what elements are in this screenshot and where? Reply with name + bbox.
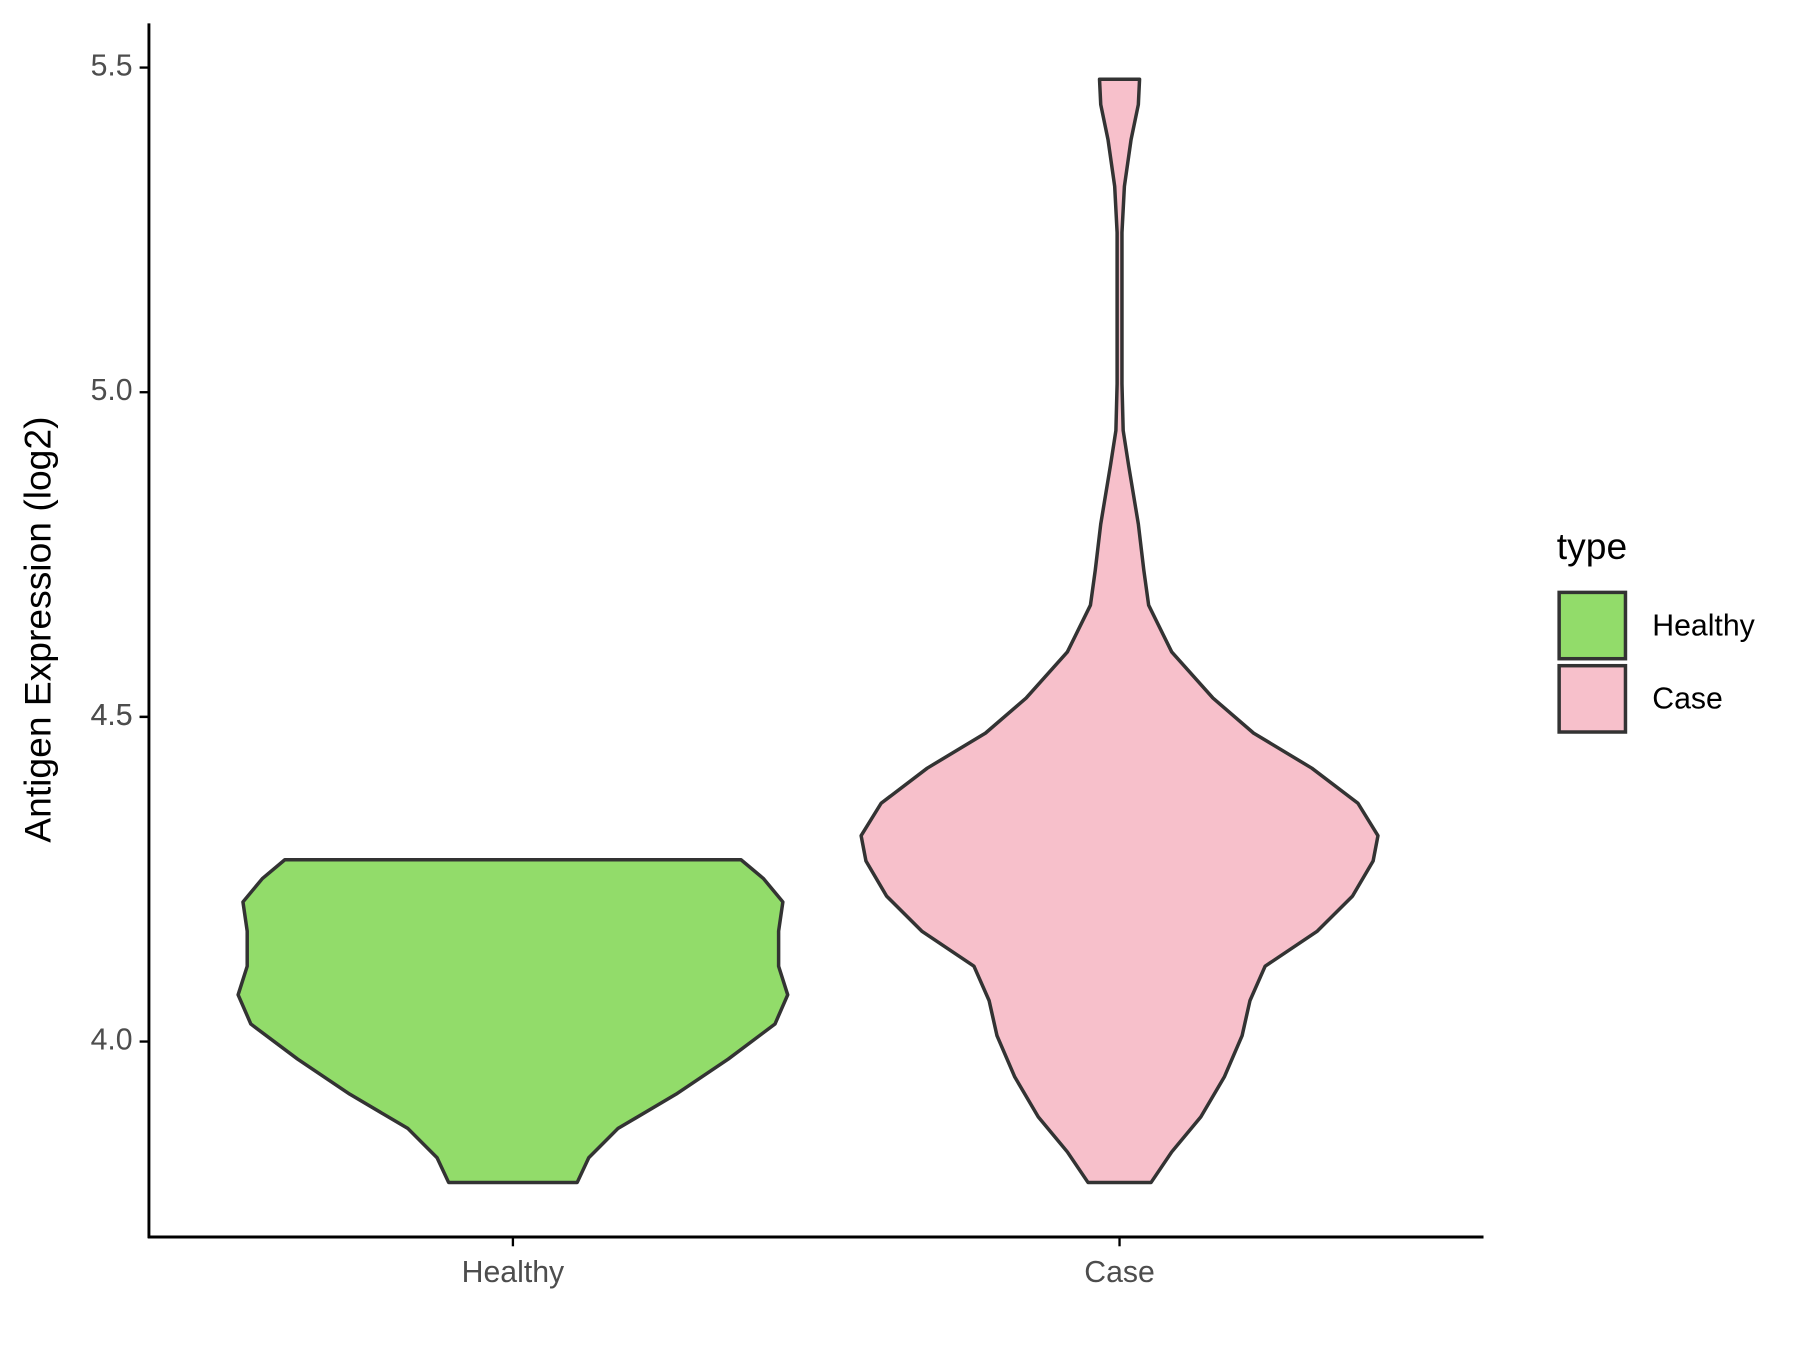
y-tick-label: 4.0 <box>91 1024 133 1057</box>
legend-title: type <box>1557 525 1627 567</box>
x-tick-label: Case <box>1084 1256 1155 1289</box>
y-tick-label: 5.0 <box>91 374 133 407</box>
violin <box>859 77 1380 1185</box>
y-tick-label: 5.5 <box>91 50 133 83</box>
legend-label: Healthy <box>1652 609 1755 642</box>
y-tick-label: 4.5 <box>91 699 133 732</box>
legend-key <box>1557 590 1628 661</box>
y-axis-label: Antigen Expression (log2) <box>17 417 59 843</box>
y-tick-label: 4.5 <box>91 699 133 732</box>
legend-label: Case <box>1652 683 1723 716</box>
violin <box>236 857 790 1185</box>
x-tick-label: Healthy <box>462 1256 565 1289</box>
legend-key <box>1557 663 1628 734</box>
